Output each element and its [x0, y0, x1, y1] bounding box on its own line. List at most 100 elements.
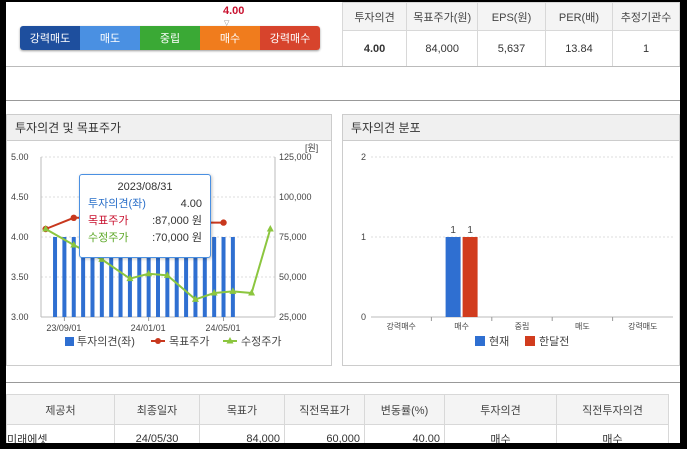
y-right-unit: [원]: [305, 143, 318, 153]
opinion-bar: [99, 237, 104, 317]
tooltip-label: 목표주가: [88, 215, 129, 227]
opinion-bar: [109, 237, 114, 317]
opinion-bar: [53, 237, 58, 317]
tooltip-value: 4.00: [180, 198, 202, 210]
legend-label: 투자의견(좌): [77, 335, 135, 348]
summary-eps-value: 5,637: [477, 30, 546, 67]
x-category-label: 중립: [515, 322, 530, 331]
opinion-distribution-panel: 투자의견 분포 2 1 0 강력매수 매수 중립 매도 강력매도 1 1 현재 한달전: [342, 114, 680, 366]
tooltip-date: 2023/08/31: [117, 181, 173, 193]
legend-swatch-month-ago: [525, 336, 535, 346]
x-tick-label: 23/09/01: [46, 323, 81, 333]
gauge-buy: 매수: [200, 26, 260, 50]
broker-name: 미래에셋: [6, 424, 115, 443]
opinion-bar: [221, 237, 226, 317]
panel-title: 투자의견 분포: [343, 115, 679, 141]
y-right-tick: 25,000: [279, 312, 307, 322]
opinion-bar: [174, 237, 179, 317]
summary-header: 추정기관수: [612, 2, 680, 31]
broker-opinion: 매수: [444, 424, 557, 443]
tooltip-label: 투자의견(좌): [88, 198, 146, 210]
summary-header: EPS(원): [477, 2, 546, 31]
tooltip-value: :70,000 원: [152, 232, 202, 244]
y-right-tick: 125,000: [279, 152, 312, 162]
divider: [6, 382, 680, 383]
legend-label: 현재: [489, 335, 509, 348]
bar-data-label: 1: [450, 225, 456, 236]
summary-table: 투자의견 목표주가(원) EPS(원) PER(배) 추정기관수 4.00 84…: [341, 2, 680, 67]
adjusted-price-point: [163, 271, 171, 278]
opinion-bar: [90, 237, 95, 317]
gauge-neutral: 중립: [140, 26, 200, 50]
adjusted-price-point: [210, 289, 218, 296]
tooltip-label: 수정주가: [88, 232, 129, 244]
x-tick-label: 24/05/01: [206, 323, 241, 333]
adjusted-price-point: [98, 255, 106, 262]
opinion-bar: [81, 237, 86, 317]
opinion-bar: [118, 237, 123, 317]
opinion-score: 4.00: [223, 5, 245, 17]
table-row: 미래에셋 24/05/30 84,000 60,000 40.00 매수 매수: [6, 424, 669, 443]
broker-table: 제공처 최종일자 목표가 직전목표가 변동률(%) 투자의견 직전투자의견 미래…: [6, 394, 669, 443]
target-price-point: [220, 219, 227, 226]
y-tick: 2: [361, 152, 366, 162]
gauge-strong-buy: 강력매수: [260, 26, 320, 50]
summary-opinion-value: 4.00: [341, 30, 408, 67]
divider: [6, 66, 680, 67]
summary-target-value: 84,000: [406, 30, 479, 67]
opinion-marker-icon: ▽: [224, 20, 230, 27]
summary-header: PER(배): [544, 2, 614, 31]
adjusted-price-point: [248, 289, 256, 296]
gauge-strong-sell: 강력매도: [20, 26, 80, 50]
legend-label: 목표주가: [169, 335, 209, 348]
opinion-bar: [71, 237, 76, 317]
distribution-bar: [445, 237, 461, 317]
opinion-bar: [193, 237, 198, 317]
y-left-tick: 5.00: [11, 152, 29, 162]
legend-swatch-current: [475, 336, 485, 346]
broker-change: 40.00: [364, 424, 445, 443]
tooltip-row-target: 목표주가 :87,000 원: [88, 213, 202, 230]
opinion-bar: [62, 237, 67, 317]
y-right-tick: 50,000: [279, 272, 307, 282]
broker-header: 목표가: [199, 394, 285, 425]
legend-swatch-opinion: [65, 337, 74, 346]
adjusted-price-point: [266, 225, 274, 232]
broker-header: 직전목표가: [284, 394, 365, 425]
y-tick: 0: [361, 312, 366, 322]
broker-date: 24/05/30: [114, 424, 200, 443]
legend-swatch-adjusted: [226, 337, 234, 344]
y-left-tick: 4.00: [11, 232, 29, 242]
opinion-bar: [230, 237, 235, 317]
y-left-tick: 3.00: [11, 312, 29, 322]
opinion-bar: [184, 237, 189, 317]
y-right-tick: 75,000: [279, 232, 307, 242]
broker-prev-opinion: 매수: [556, 424, 669, 443]
y-left-tick: 3.50: [11, 272, 29, 282]
broker-header: 직전투자의견: [556, 394, 669, 425]
opinion-bar: [146, 237, 151, 317]
y-right-tick: 100,000: [279, 192, 312, 202]
legend-label: 한달전: [539, 335, 569, 348]
x-category-label: 매수: [454, 322, 469, 331]
divider: [6, 100, 680, 101]
opinion-bar: [202, 237, 207, 317]
x-category-label: 매도: [575, 322, 590, 331]
adjusted-price-point: [145, 269, 153, 277]
adjusted-price-point: [229, 287, 237, 294]
adjusted-price-point: [70, 241, 78, 248]
broker-header: 변동률(%): [364, 394, 445, 425]
y-left-tick: 4.50: [11, 192, 29, 202]
summary-per-value: 13.84: [544, 30, 614, 67]
adjusted-price-point: [126, 274, 134, 282]
x-category-label: 강력매수: [386, 321, 415, 331]
adjusted-price-point: [42, 225, 50, 232]
tooltip-row-opinion: 투자의견(좌) 4.00: [88, 196, 202, 213]
summary-header: 목표주가(원): [406, 2, 479, 31]
chart-tooltip: 2023/08/31 투자의견(좌) 4.00 목표주가 :87,000 원 수…: [79, 174, 211, 258]
summary-count-value: 1: [612, 30, 680, 67]
target-price-point: [70, 214, 77, 221]
tooltip-row-adjusted: 수정주가 :70,000 원: [88, 230, 202, 247]
broker-target: 84,000: [199, 424, 285, 443]
consensus-frame: 4.00 ▽ 강력매도 매도 중립 매수 강력매수 투자의견 목표주가(원) E…: [6, 2, 680, 443]
